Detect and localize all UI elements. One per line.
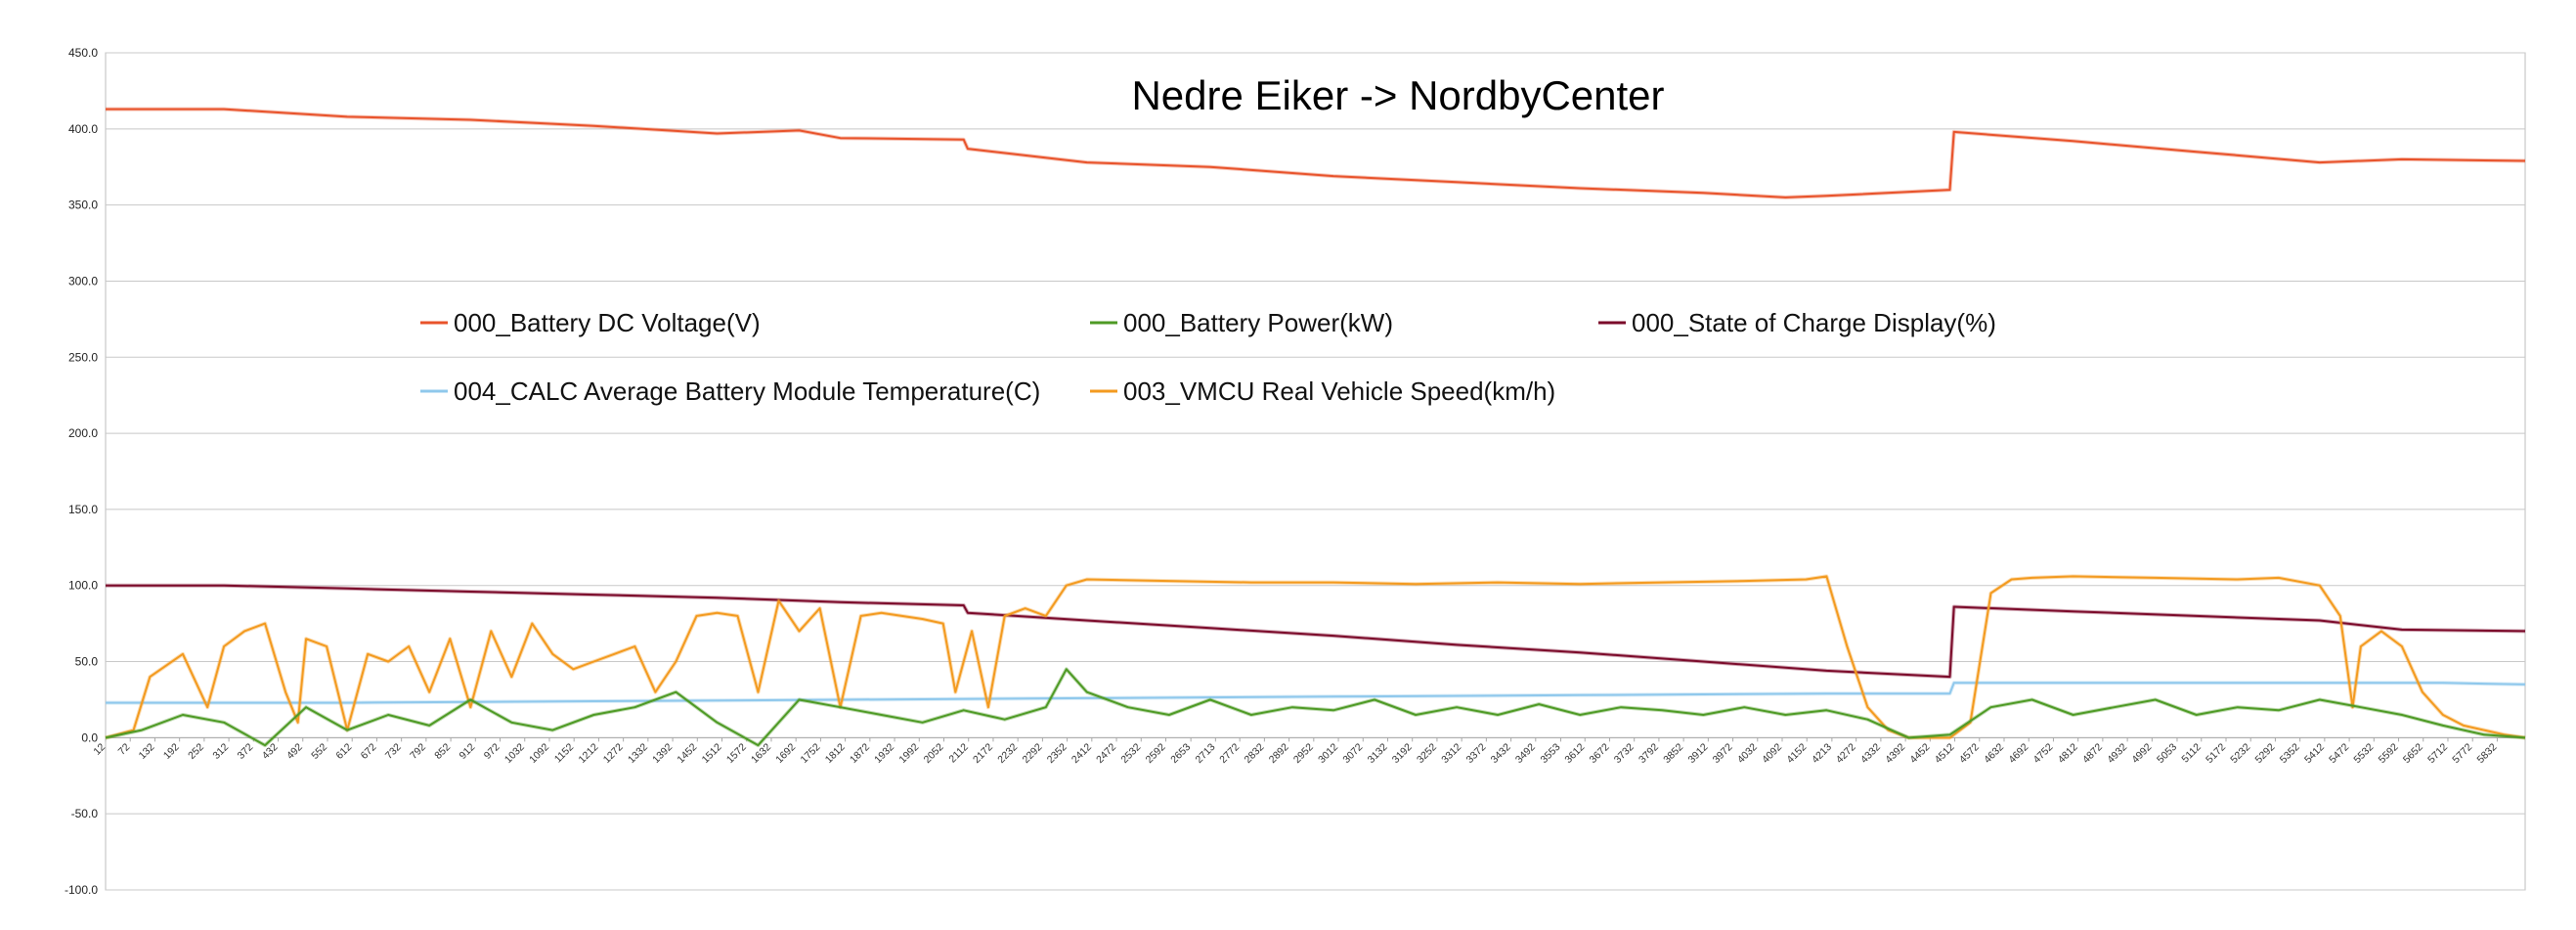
series-line: [105, 668, 2526, 747]
legend-label: 000_State of Charge Display(%): [1632, 308, 1996, 337]
series-line: [106, 584, 2526, 679]
legend-label: 000_Battery Power(kW): [1123, 308, 1393, 337]
y-tick-label: 350.0: [68, 199, 98, 212]
legend-item: 000_State of Charge Display(%): [1598, 308, 1996, 337]
chart-title: Nedre Eiker -> NordbyCenter: [1131, 72, 1664, 118]
y-tick-label: 150.0: [68, 503, 98, 516]
legend-item: 004_CALC Average Battery Module Temperat…: [420, 376, 1040, 406]
series-line: [106, 108, 2526, 199]
y-tick-label: 0.0: [81, 731, 98, 744]
y-axis: 450.0 400.0 350.0 300.0 250.0 200.0 150.0 100.0…: [65, 46, 98, 897]
legend: 000_Battery DC Voltage(V) 000_Battery Pow…: [420, 308, 1996, 406]
y-tick-label: 300.0: [68, 274, 98, 288]
legend-label: 004_CALC Average Battery Module Temperat…: [454, 376, 1040, 406]
series-lines: [105, 107, 2526, 748]
legend-item: 000_Battery Power(kW): [1090, 308, 1393, 337]
y-tick-label: 200.0: [68, 426, 98, 440]
legend-label: 000_Battery DC Voltage(V): [454, 308, 761, 337]
legend-item: 000_Battery DC Voltage(V): [420, 308, 761, 337]
y-tick-label: -100.0: [65, 883, 98, 897]
y-tick-label: 50.0: [75, 655, 99, 669]
y-tick-label: -50.0: [71, 807, 99, 820]
legend-item: 003_VMCU Real Vehicle Speed(km/h): [1090, 376, 1555, 406]
legend-label: 003_VMCU Real Vehicle Speed(km/h): [1123, 376, 1555, 406]
y-tick-label: 100.0: [68, 579, 98, 593]
series-line: [105, 575, 2526, 739]
y-tick-label: 250.0: [68, 350, 98, 364]
y-tick-label: 450.0: [68, 46, 98, 60]
y-tick-label: 400.0: [68, 122, 98, 136]
series-line: [106, 682, 2526, 704]
grid-lines: [105, 52, 2526, 891]
